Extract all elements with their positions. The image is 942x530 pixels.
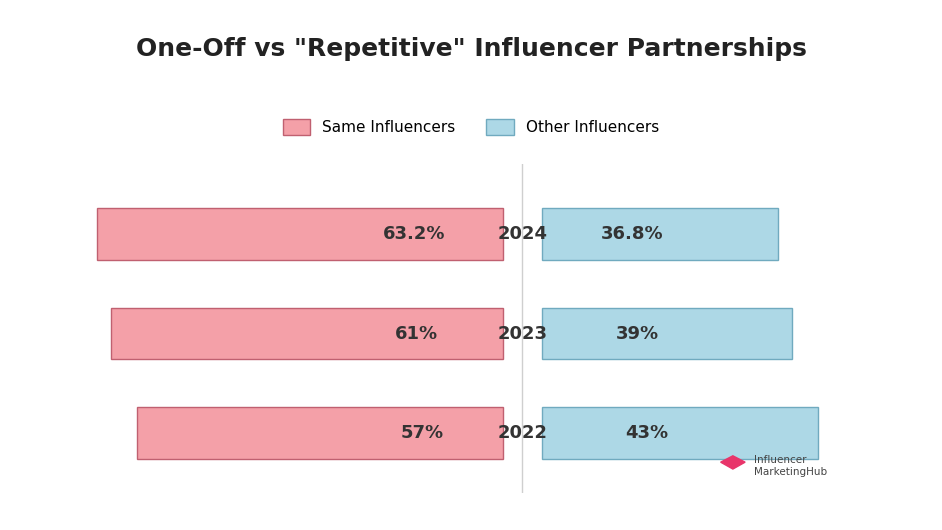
Bar [97, 208, 503, 260]
Text: 39%: 39% [615, 324, 658, 342]
Text: One-Off vs "Repetitive" Influencer Partnerships: One-Off vs "Repetitive" Influencer Partn… [136, 37, 806, 61]
Text: 2024: 2024 [497, 225, 547, 243]
Text: 2022: 2022 [497, 424, 547, 442]
Text: 61%: 61% [396, 324, 438, 342]
Text: 36.8%: 36.8% [600, 225, 663, 243]
Text: 2023: 2023 [497, 324, 547, 342]
Bar [137, 407, 503, 459]
Text: Influencer
MarketingHub: Influencer MarketingHub [754, 455, 827, 477]
Text: 57%: 57% [401, 424, 444, 442]
Bar [542, 208, 778, 260]
Bar [542, 407, 819, 459]
Legend: Same Influencers, Other Influencers: Same Influencers, Other Influencers [277, 113, 665, 141]
Bar [542, 308, 792, 359]
Text: 63.2%: 63.2% [382, 225, 445, 243]
Text: 43%: 43% [625, 424, 668, 442]
Bar [111, 308, 503, 359]
